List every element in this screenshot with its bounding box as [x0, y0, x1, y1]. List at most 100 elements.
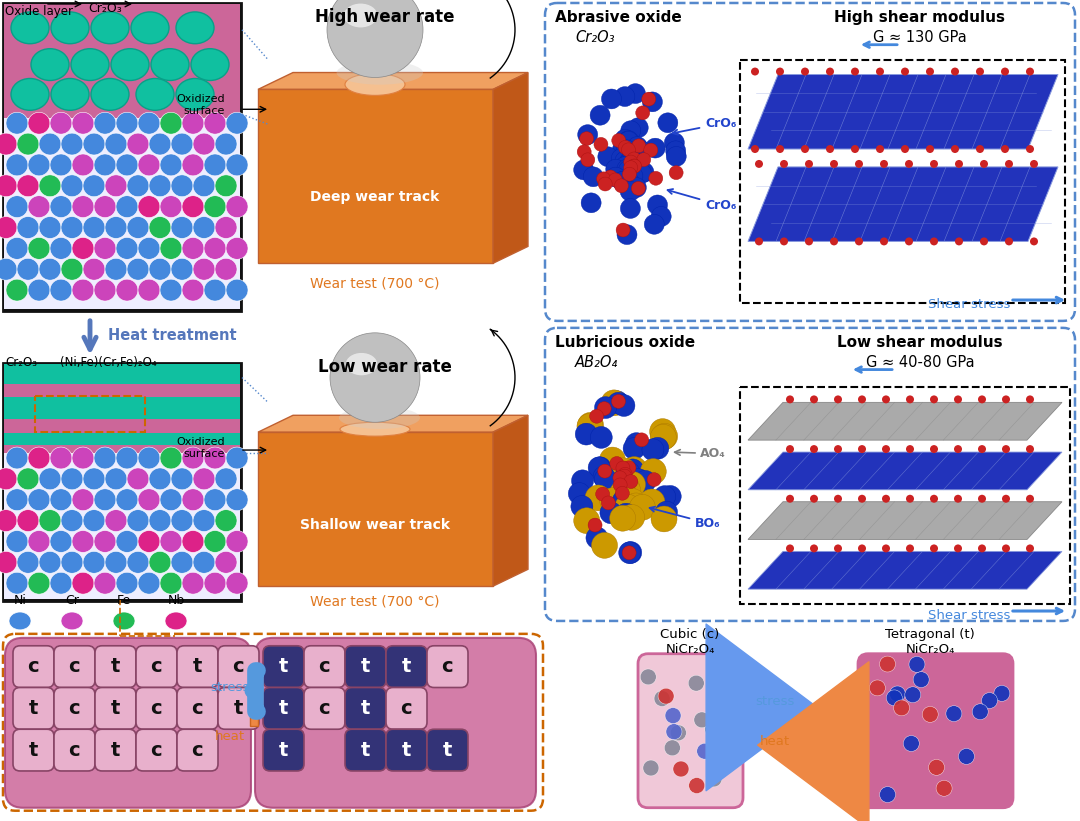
Circle shape [226, 195, 248, 218]
Circle shape [606, 159, 625, 179]
Circle shape [693, 712, 710, 728]
Text: c: c [150, 657, 162, 677]
Circle shape [671, 725, 686, 741]
Circle shape [193, 175, 215, 197]
Text: t: t [110, 741, 120, 759]
Circle shape [954, 495, 962, 502]
Circle shape [573, 507, 599, 534]
Circle shape [711, 717, 727, 733]
Circle shape [826, 145, 834, 153]
Circle shape [613, 467, 636, 488]
Circle shape [610, 458, 636, 484]
FancyBboxPatch shape [638, 654, 743, 808]
Circle shape [644, 143, 658, 157]
Circle shape [619, 542, 640, 564]
Circle shape [617, 140, 636, 159]
Text: Abrasive oxide: Abrasive oxide [555, 10, 681, 25]
Text: c: c [68, 657, 80, 677]
Circle shape [618, 462, 640, 484]
Circle shape [630, 494, 656, 521]
Circle shape [708, 658, 725, 673]
Circle shape [629, 117, 648, 138]
Circle shape [6, 279, 28, 301]
Ellipse shape [113, 612, 135, 630]
Circle shape [116, 237, 138, 259]
Circle shape [17, 510, 39, 531]
Circle shape [204, 237, 226, 259]
Circle shape [50, 447, 72, 469]
Circle shape [834, 544, 842, 553]
Ellipse shape [191, 48, 229, 80]
Polygon shape [748, 552, 1062, 589]
Circle shape [1005, 160, 1013, 168]
Ellipse shape [346, 353, 377, 375]
Circle shape [0, 175, 17, 197]
Circle shape [50, 154, 72, 176]
FancyBboxPatch shape [136, 729, 177, 771]
Circle shape [636, 106, 650, 120]
Ellipse shape [71, 48, 109, 80]
Circle shape [105, 468, 127, 490]
Circle shape [755, 237, 762, 245]
Circle shape [880, 237, 888, 245]
Circle shape [602, 496, 616, 510]
Circle shape [6, 572, 28, 594]
Circle shape [613, 478, 627, 492]
Text: c: c [319, 657, 329, 677]
FancyArrow shape [249, 709, 258, 727]
Circle shape [689, 777, 705, 793]
Circle shape [665, 141, 686, 161]
Polygon shape [492, 415, 528, 586]
Circle shape [127, 133, 149, 155]
Circle shape [913, 672, 929, 687]
Circle shape [606, 167, 625, 187]
Circle shape [138, 279, 160, 301]
Circle shape [183, 279, 204, 301]
Ellipse shape [345, 74, 405, 95]
Circle shape [17, 259, 39, 280]
Circle shape [50, 530, 72, 553]
Circle shape [903, 736, 919, 751]
Circle shape [893, 700, 909, 716]
Circle shape [171, 133, 193, 155]
Circle shape [810, 396, 818, 403]
Circle shape [171, 468, 193, 490]
Ellipse shape [91, 12, 129, 44]
Circle shape [879, 656, 895, 672]
Circle shape [583, 167, 604, 186]
Circle shape [611, 461, 637, 487]
Circle shape [598, 464, 611, 478]
FancyBboxPatch shape [5, 638, 251, 808]
Text: AB₂O₄: AB₂O₄ [575, 355, 618, 369]
Circle shape [805, 160, 813, 168]
Circle shape [330, 333, 420, 422]
Circle shape [613, 475, 639, 501]
Circle shape [954, 396, 962, 403]
Text: Cr₂O₃: Cr₂O₃ [5, 355, 37, 369]
Ellipse shape [176, 79, 214, 110]
Circle shape [623, 166, 643, 186]
Circle shape [619, 131, 638, 150]
Circle shape [204, 572, 226, 594]
Circle shape [651, 506, 677, 532]
Circle shape [183, 154, 204, 176]
Text: t: t [28, 699, 38, 718]
Circle shape [624, 161, 638, 175]
Circle shape [83, 510, 105, 531]
Circle shape [635, 433, 649, 447]
Circle shape [615, 466, 636, 488]
Circle shape [1005, 237, 1013, 245]
Circle shape [1001, 67, 1009, 76]
Circle shape [171, 259, 193, 280]
Circle shape [149, 259, 171, 280]
Circle shape [72, 530, 94, 553]
Circle shape [160, 154, 183, 176]
FancyBboxPatch shape [303, 687, 345, 729]
Circle shape [615, 87, 635, 107]
Text: t: t [402, 741, 410, 759]
Circle shape [801, 145, 809, 153]
Circle shape [105, 133, 127, 155]
Circle shape [1002, 445, 1010, 453]
Circle shape [615, 151, 635, 171]
Circle shape [620, 154, 640, 174]
